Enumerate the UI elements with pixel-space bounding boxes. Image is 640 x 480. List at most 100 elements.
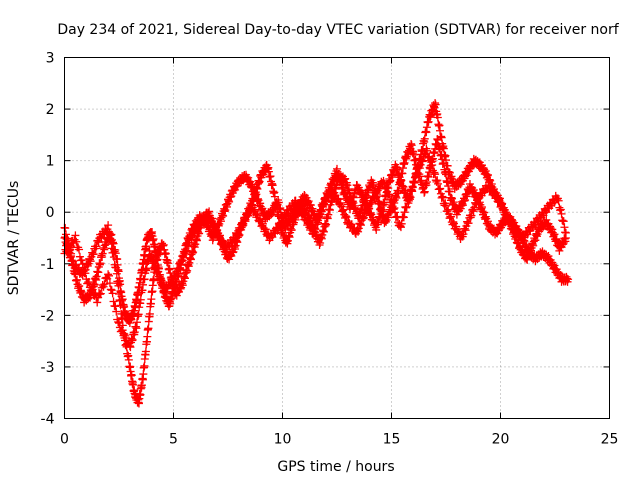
data-point xyxy=(558,216,567,225)
data-point xyxy=(241,217,250,226)
data-point xyxy=(244,211,253,220)
data-point xyxy=(88,248,97,257)
data-point xyxy=(92,242,101,251)
data-point xyxy=(279,217,288,226)
data-point xyxy=(61,230,70,239)
data-point xyxy=(423,146,432,155)
data-point xyxy=(356,221,365,230)
data-point xyxy=(88,285,97,294)
data-point xyxy=(114,281,123,290)
data-point xyxy=(364,204,373,213)
data-point xyxy=(556,205,565,214)
data-point xyxy=(301,213,310,222)
data-point xyxy=(192,225,201,234)
data-point xyxy=(497,200,506,209)
data-point xyxy=(322,197,331,206)
data-point xyxy=(385,190,394,199)
data-point xyxy=(556,206,565,215)
data-point xyxy=(104,227,113,236)
data-point xyxy=(433,113,442,122)
data-point xyxy=(412,170,421,179)
data-point xyxy=(181,245,190,254)
data-point xyxy=(250,205,259,214)
data-point xyxy=(396,223,405,232)
data-point xyxy=(109,253,118,262)
data-point xyxy=(311,224,320,233)
data-point xyxy=(90,291,99,300)
data-point xyxy=(335,200,344,209)
data-point xyxy=(433,176,442,185)
data-point xyxy=(439,193,448,202)
data-point xyxy=(100,280,109,289)
y-axis-label: SDTVAR / TECUs xyxy=(6,181,22,296)
data-point xyxy=(72,237,81,246)
data-point xyxy=(208,214,217,223)
data-point xyxy=(434,179,443,188)
data-point xyxy=(108,289,117,298)
data-series xyxy=(60,99,573,408)
data-point xyxy=(122,333,131,342)
data-point xyxy=(418,157,427,166)
data-point xyxy=(370,194,379,203)
data-point xyxy=(293,199,302,208)
data-point xyxy=(415,162,424,171)
data-point xyxy=(104,270,113,279)
data-point xyxy=(141,347,150,356)
data-point xyxy=(367,198,376,207)
data-point xyxy=(98,281,107,290)
data-point xyxy=(342,213,351,222)
y-tick-label: -2 xyxy=(41,308,55,324)
data-point xyxy=(413,168,422,177)
data-point xyxy=(107,236,116,245)
data-point xyxy=(104,221,113,230)
data-point xyxy=(359,214,368,223)
data-point xyxy=(105,279,114,288)
chart-title: Day 234 of 2021, Sidereal Day-to-day VTE… xyxy=(57,22,619,38)
x-tick-label: 25 xyxy=(601,432,619,448)
data-point xyxy=(405,192,414,201)
data-point xyxy=(149,274,158,283)
data-point xyxy=(402,203,411,212)
data-point xyxy=(71,231,80,240)
data-point xyxy=(404,193,413,202)
data-point xyxy=(74,243,83,252)
axis-ticks: 0 5 10 15 20 25 -4 -3 -2 -1 0 1 2 3 xyxy=(41,51,619,448)
data-point xyxy=(464,219,473,228)
data-point xyxy=(67,256,76,265)
data-point xyxy=(391,208,400,217)
data-point xyxy=(261,225,270,234)
data-point xyxy=(118,326,127,335)
data-point xyxy=(461,226,470,235)
plot-frame xyxy=(64,57,610,419)
data-point xyxy=(187,235,196,244)
data-point xyxy=(89,250,98,259)
data-point xyxy=(472,200,481,209)
data-point xyxy=(339,205,348,214)
data-point xyxy=(75,252,84,261)
data-point xyxy=(425,152,434,161)
data-point xyxy=(109,297,118,306)
data-point xyxy=(77,256,86,265)
y-tick-label: 1 xyxy=(46,154,55,170)
data-point xyxy=(174,265,183,274)
x-axis-label: GPS time / hours xyxy=(277,459,394,475)
data-point xyxy=(466,213,475,222)
data-point xyxy=(402,202,411,211)
data-point xyxy=(492,191,501,200)
data-point xyxy=(554,196,563,205)
data-point xyxy=(140,361,149,370)
data-point xyxy=(157,275,166,284)
data-point xyxy=(156,273,165,282)
data-point xyxy=(408,182,417,191)
data-point xyxy=(182,246,191,255)
data-point xyxy=(106,285,115,294)
data-point xyxy=(298,209,307,218)
data-point xyxy=(112,269,121,278)
y-tick-label: -1 xyxy=(41,257,55,273)
data-point xyxy=(399,213,408,222)
series-track-a xyxy=(60,99,570,328)
data-point xyxy=(78,260,87,269)
data-point xyxy=(178,252,187,261)
data-point xyxy=(95,290,104,299)
